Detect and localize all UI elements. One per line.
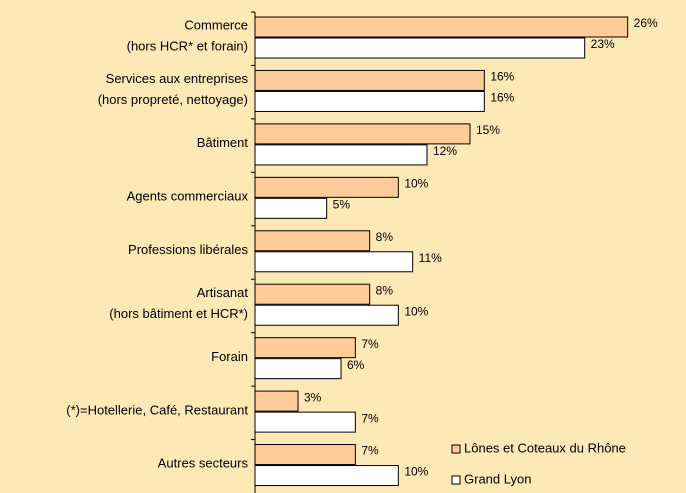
category-label: Agents commerciaux [127, 188, 249, 203]
value-label: 10% [404, 304, 428, 318]
bar [254, 197, 328, 219]
bar [254, 358, 342, 380]
value-label: 7% [361, 444, 379, 458]
bar [254, 465, 399, 487]
value-label: 16% [490, 91, 514, 105]
legend-label: Lônes et Coteaux du Rhône [464, 440, 626, 455]
value-label: 5% [333, 198, 351, 212]
value-label: 10% [404, 177, 428, 191]
category-label: Professions libérales [128, 242, 248, 257]
bar [254, 411, 356, 433]
bar [254, 176, 399, 198]
value-label: 8% [376, 230, 394, 244]
legend-label: Grand Lyon [464, 471, 531, 486]
value-label: 16% [490, 70, 514, 84]
category-label: (hors propreté, nettoyage) [98, 92, 248, 107]
category-label: Forain [211, 349, 248, 364]
value-label: 6% [347, 358, 365, 372]
value-label: 12% [433, 144, 457, 158]
bar [254, 37, 586, 59]
bar [254, 90, 485, 112]
bar [254, 16, 629, 38]
bar [254, 283, 371, 305]
value-label: 23% [591, 37, 615, 51]
value-label: 8% [376, 283, 394, 297]
category-label: Commerce [184, 18, 248, 33]
value-label: 15% [476, 123, 500, 137]
bar [254, 69, 485, 91]
value-label: 3% [304, 390, 322, 404]
bar [254, 230, 371, 252]
category-label: (hors bâtiment et HCR*) [109, 306, 248, 321]
category-label: Bâtiment [197, 135, 249, 150]
value-label: 10% [404, 465, 428, 479]
bar [254, 304, 399, 326]
category-label: (hors HCR* et forain) [127, 39, 248, 54]
bar [254, 251, 414, 273]
category-label: (*)=Hotellerie, Café, Restaurant [66, 402, 248, 417]
value-label: 7% [361, 337, 379, 351]
bar [254, 337, 356, 359]
value-label: 11% [419, 251, 442, 265]
bar [254, 144, 428, 166]
category-label: Autres secteurs [158, 456, 249, 471]
category-label: Services aux entreprises [106, 71, 249, 86]
bar [254, 390, 299, 412]
bar [254, 444, 356, 466]
bar [254, 123, 471, 145]
legend-swatch [451, 475, 461, 485]
category-label: Artisanat [197, 285, 249, 300]
value-label: 7% [361, 411, 379, 425]
value-label: 26% [634, 16, 658, 30]
legend-swatch [451, 444, 461, 454]
